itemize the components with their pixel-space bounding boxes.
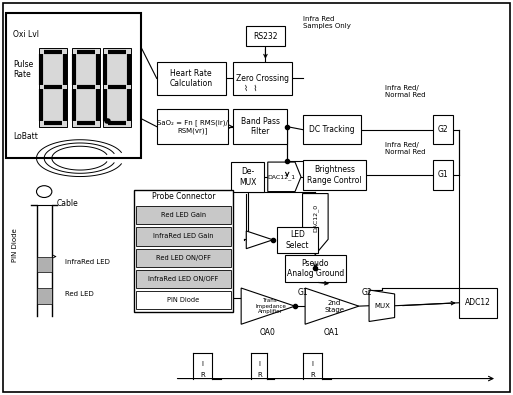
Text: Pseudo
Analog Ground: Pseudo Analog Ground <box>287 259 344 278</box>
Text: DC Tracking: DC Tracking <box>309 125 355 134</box>
Bar <box>136 228 231 246</box>
Bar <box>246 26 285 46</box>
Bar <box>136 249 231 267</box>
Bar <box>6 13 142 158</box>
Text: De-
MUX: De- MUX <box>239 167 256 186</box>
Bar <box>459 288 497 318</box>
Bar <box>233 109 287 144</box>
Text: ⌇  ⌇: ⌇ ⌇ <box>244 84 258 92</box>
Text: MUX: MUX <box>374 303 390 309</box>
Text: LoBatt: LoBatt <box>13 132 38 141</box>
Text: DAC12_0: DAC12_0 <box>312 204 318 232</box>
Text: Oxi Lvl: Oxi Lvl <box>13 30 40 39</box>
Text: DAC12_1: DAC12_1 <box>267 174 295 180</box>
Text: InfraRed LED ON/OFF: InfraRed LED ON/OFF <box>148 276 219 282</box>
Text: Pulse
Rate: Pulse Rate <box>13 60 34 79</box>
Text: Zero Crossing: Zero Crossing <box>236 74 289 83</box>
Text: Red LED Gain: Red LED Gain <box>161 212 206 218</box>
Text: Heart Rate
Calculation: Heart Rate Calculation <box>170 69 213 88</box>
Text: G1: G1 <box>438 170 448 179</box>
Text: Red LED: Red LED <box>65 291 93 297</box>
Bar <box>231 162 264 192</box>
Polygon shape <box>369 290 394 322</box>
Text: I: I <box>259 361 261 367</box>
Text: G2: G2 <box>438 125 448 134</box>
Text: LED
Select: LED Select <box>286 230 309 250</box>
Bar <box>233 62 292 95</box>
Bar <box>277 227 318 253</box>
Polygon shape <box>303 194 328 254</box>
Bar <box>285 254 346 282</box>
Text: OA1: OA1 <box>324 327 340 337</box>
Bar <box>72 48 100 127</box>
Circle shape <box>36 186 52 198</box>
Text: 2nd
Stage: 2nd Stage <box>325 300 345 312</box>
Text: Infra Red
Samples Only: Infra Red Samples Only <box>303 17 350 30</box>
Bar <box>134 190 233 312</box>
Text: Infra Red/
Normal Red: Infra Red/ Normal Red <box>385 85 426 98</box>
Text: InfraRed LED: InfraRed LED <box>65 260 109 265</box>
Bar <box>433 160 453 190</box>
Bar <box>36 288 52 304</box>
Text: InfraRed LED Gain: InfraRed LED Gain <box>153 233 214 239</box>
Polygon shape <box>305 288 359 324</box>
Text: ADC12: ADC12 <box>465 298 491 307</box>
Bar <box>303 115 361 144</box>
Bar <box>36 256 52 272</box>
Text: Cable: Cable <box>56 199 78 208</box>
Text: G2: G2 <box>361 288 372 297</box>
Polygon shape <box>241 288 295 324</box>
Text: RS232: RS232 <box>253 32 278 41</box>
Polygon shape <box>268 162 301 192</box>
Text: PIN Diode: PIN Diode <box>167 297 200 303</box>
Bar <box>433 115 453 144</box>
Text: Brightness
Range Control: Brightness Range Control <box>307 165 362 184</box>
Bar <box>157 109 228 144</box>
Bar <box>103 48 131 127</box>
Bar <box>136 206 231 224</box>
Bar <box>39 48 67 127</box>
Text: Band Pass
Filter: Band Pass Filter <box>241 117 280 136</box>
Polygon shape <box>246 231 273 249</box>
Text: Trans-
Impedance
Amplifier: Trans- Impedance Amplifier <box>255 298 286 314</box>
Bar <box>136 270 231 288</box>
Text: I: I <box>202 361 203 367</box>
Text: Probe Connector: Probe Connector <box>152 192 215 201</box>
Text: OA0: OA0 <box>260 327 276 337</box>
Text: R: R <box>310 372 315 378</box>
Bar <box>303 160 366 190</box>
Bar <box>136 291 231 309</box>
Text: G1: G1 <box>298 288 308 297</box>
Text: SaO₂ = Fn [ RMS(ir)/
RSM(vr)]: SaO₂ = Fn [ RMS(ir)/ RSM(vr)] <box>157 119 228 134</box>
Text: R: R <box>200 372 205 378</box>
Bar <box>157 62 226 95</box>
Text: PIN Diode: PIN Diode <box>12 228 18 261</box>
Text: Infra Red/
Normal Red: Infra Red/ Normal Red <box>385 142 426 155</box>
Text: Red LED ON/OFF: Red LED ON/OFF <box>156 255 211 261</box>
Text: I: I <box>311 361 313 367</box>
Text: R: R <box>257 372 262 378</box>
